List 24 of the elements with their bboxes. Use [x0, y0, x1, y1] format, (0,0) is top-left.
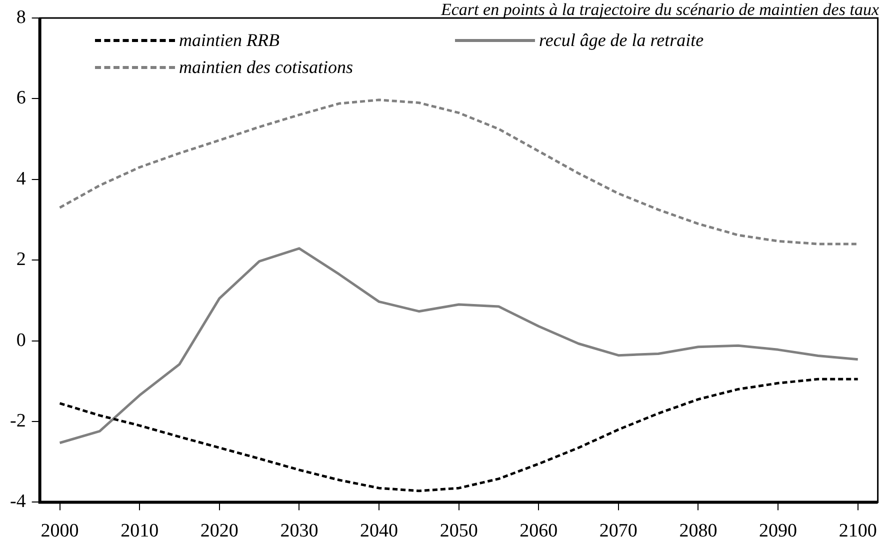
legend-label: maintien RRB	[179, 30, 280, 51]
y-tick-label: 0	[16, 330, 26, 351]
x-tick-label: 2040	[360, 520, 398, 542]
y-tick-label: -2	[10, 410, 26, 432]
x-tick-label: 2010	[120, 520, 159, 542]
y-tick-label: 4	[16, 168, 26, 190]
y-tick-label: -4	[10, 491, 26, 512]
x-tick-label: 2090	[759, 520, 798, 542]
x-tick-label: 2000	[40, 520, 79, 542]
x-tick-label: 2070	[599, 520, 638, 542]
y-tick-label: 8	[16, 6, 26, 28]
y-tick-label: 6	[16, 88, 26, 109]
x-tick-label: 2100	[838, 520, 877, 542]
legend-label: maintien des cotisations	[179, 57, 353, 78]
line-series	[58, 378, 860, 492]
y-tick-label: 2	[16, 249, 26, 270]
x-tick-label: 2050	[440, 520, 478, 542]
x-tick-label: 2020	[200, 520, 238, 542]
legend-label: recul âge de la retraite	[539, 30, 704, 51]
x-tick-label: 2060	[520, 520, 558, 542]
x-tick-label: 2080	[679, 520, 718, 542]
chart-title: Ecart en points à la trajectoire du scénario de maintien des taux	[441, 0, 879, 20]
x-tick-label: 2030	[280, 520, 318, 542]
line-series	[58, 98, 860, 246]
